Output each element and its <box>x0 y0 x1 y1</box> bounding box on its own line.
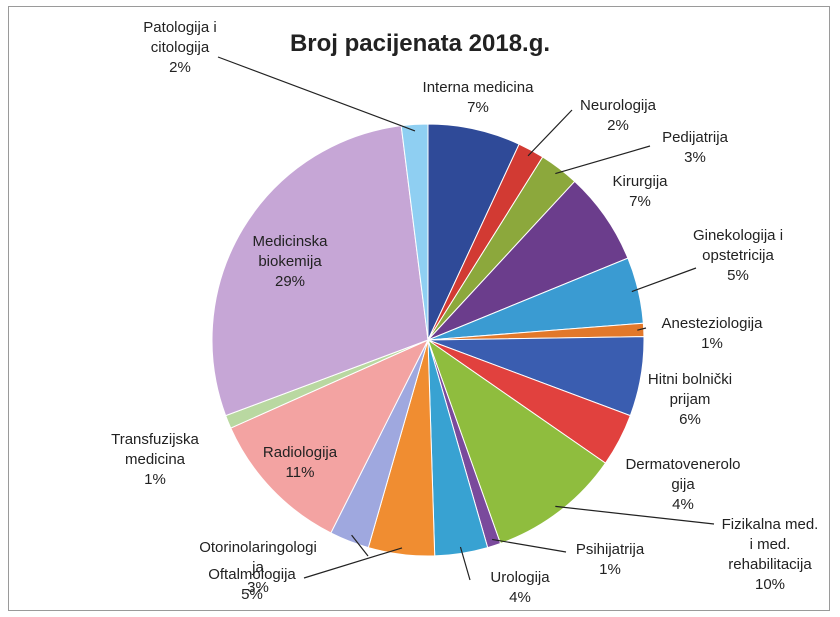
pie-slice <box>211 125 429 417</box>
leader-line <box>637 327 647 331</box>
category-label: Pedijatrija <box>662 129 728 146</box>
value-label: 1% <box>701 335 723 352</box>
category-label: Interna medicina <box>422 79 534 96</box>
slice-label: Medicinska biokemija 29% <box>252 232 327 292</box>
leader-line <box>217 56 416 132</box>
value-label: 11% <box>285 464 315 481</box>
slice-label: Dermatovenerolo gija 4% <box>625 455 740 515</box>
leader-line <box>303 547 403 579</box>
category-label: Hitni bolnički prijam <box>647 371 733 408</box>
slice-label: Otorinolaringologi ja 3% <box>199 538 317 598</box>
value-label: 2% <box>607 117 629 134</box>
slice-label: Fizikalna med. i med. rehabilitacija 10% <box>722 515 819 595</box>
slice-label: Hitni bolnički prijam 6% <box>648 370 732 430</box>
value-label: 6% <box>679 411 701 428</box>
slice-label: Kirurgija 7% <box>612 172 667 212</box>
slice-label: Neurologija 2% <box>580 96 656 136</box>
slice-label: Anesteziologija 1% <box>662 314 763 354</box>
slice-label: Patologija i citologija 2% <box>143 18 216 78</box>
value-label: 7% <box>629 193 651 210</box>
category-label: Urologija <box>490 569 550 586</box>
category-label: Anesteziologija <box>661 315 763 332</box>
category-label: Transfuzijska medicina <box>111 431 199 468</box>
value-label: 2% <box>169 59 191 76</box>
category-label: Psihijatrija <box>575 541 645 558</box>
category-label: Kirurgija <box>612 173 668 190</box>
value-label: 3% <box>247 579 269 596</box>
pie-slice <box>427 338 607 545</box>
slice-label: Interna medicina 7% <box>423 78 534 118</box>
value-label: 3% <box>684 149 706 166</box>
category-label: Ginekologija i opstetricija <box>692 227 784 264</box>
category-label: Dermatovenerolo gija <box>625 456 741 493</box>
category-label: Oftalmologija <box>208 566 296 583</box>
value-label: 5% <box>727 267 749 284</box>
leader-line <box>555 145 651 175</box>
category-label: Patologija i citologija <box>143 19 217 56</box>
category-label: Otorinolaringologi ja <box>199 539 317 576</box>
slice-label: Psihijatrija 1% <box>576 540 644 580</box>
value-label: 10% <box>754 576 786 593</box>
value-label: 1% <box>144 471 166 488</box>
leader-line <box>555 505 715 525</box>
leader-line <box>351 534 369 557</box>
slice-label: Pedijatrija 3% <box>662 128 728 168</box>
value-label: 5% <box>241 586 263 603</box>
value-label: 4% <box>672 496 694 513</box>
value-label: 29% <box>274 273 306 290</box>
leader-line <box>492 538 567 553</box>
slice-label: Ginekologija i opstetricija 5% <box>693 226 783 286</box>
chart-title: Broj pacijenata 2018.g. <box>289 30 551 57</box>
leader-line <box>459 546 471 581</box>
category-label: Medicinska biokemija <box>252 233 328 270</box>
value-label: 7% <box>467 99 489 116</box>
leader-line <box>631 267 697 293</box>
category-label: Neurologija <box>580 97 656 114</box>
value-label: 4% <box>509 589 531 606</box>
value-label: 1% <box>599 561 621 578</box>
leader-line <box>527 109 573 157</box>
pie-slice <box>230 338 430 534</box>
category-label: Radiologija <box>262 444 338 461</box>
slice-label: Oftalmologija 5% <box>208 565 296 605</box>
slice-label: Radiologija 11% <box>263 443 337 483</box>
category-label: Fizikalna med. i med. rehabilitacija <box>721 516 819 573</box>
slice-label: Urologija 4% <box>490 568 549 608</box>
slice-label: Transfuzijska medicina 1% <box>111 430 199 490</box>
